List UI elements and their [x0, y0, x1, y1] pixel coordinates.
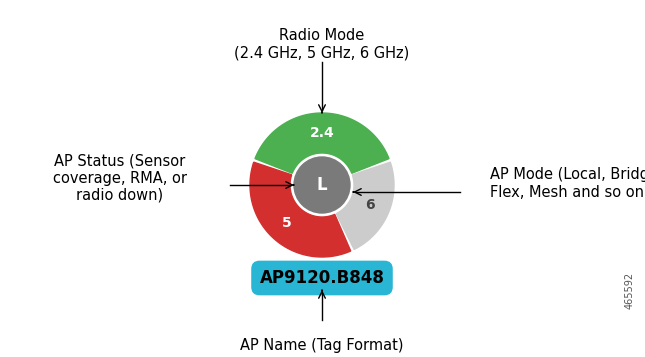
Polygon shape	[336, 162, 394, 250]
Text: 5: 5	[282, 216, 292, 230]
Circle shape	[294, 157, 350, 213]
Text: L: L	[317, 176, 327, 194]
Text: AP Mode (Local, Bridge,
Flex, Mesh and so on): AP Mode (Local, Bridge, Flex, Mesh and s…	[490, 167, 645, 199]
Text: 465592: 465592	[625, 271, 635, 308]
Text: Radio Mode
(2.4 GHz, 5 GHz, 6 GHz): Radio Mode (2.4 GHz, 5 GHz, 6 GHz)	[234, 28, 410, 60]
Polygon shape	[250, 162, 351, 257]
Text: AP Status (Sensor
coverage, RMA, or
radio down): AP Status (Sensor coverage, RMA, or radi…	[53, 153, 187, 203]
Text: 2.4: 2.4	[310, 126, 334, 140]
Text: AP Name (Tag Format): AP Name (Tag Format)	[240, 338, 404, 353]
Text: 6: 6	[365, 198, 375, 212]
Polygon shape	[255, 113, 389, 173]
Text: AP9120.B848: AP9120.B848	[259, 269, 384, 287]
